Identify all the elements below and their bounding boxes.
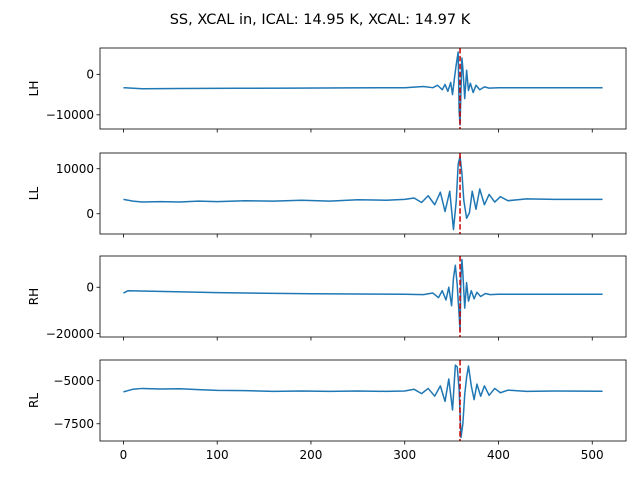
series-line-rh <box>123 258 603 332</box>
y-tick-label: 0 <box>86 207 94 221</box>
x-tick-label: 200 <box>300 448 323 462</box>
y-tick-label: −10000 <box>46 108 94 122</box>
y-tick-label: −5000 <box>53 374 94 388</box>
subplot-ll: 10000 0 LL <box>27 152 627 238</box>
x-tick-label: 0 <box>120 448 128 462</box>
axes-frame <box>99 152 627 235</box>
y-tick-label: 0 <box>86 68 94 82</box>
x-tick-label: 300 <box>393 448 416 462</box>
axes-frame <box>99 47 627 130</box>
figure-title: SS, XCAL in, ICAL: 14.95 K, XCAL: 14.97 … <box>170 12 471 28</box>
y-axis-label: LL <box>27 187 41 201</box>
subplot-lh: 0 −10000 LH <box>27 47 627 133</box>
y-axis-label: RL <box>27 393 41 408</box>
series-line-lh <box>123 51 603 126</box>
y-tick-label: 0 <box>86 281 94 295</box>
x-tick-label: 100 <box>206 448 229 462</box>
x-tick-label: 400 <box>487 448 510 462</box>
subplot-rl: −5000 −7500 RL 0 100 200 300 400 500 <box>27 359 627 462</box>
series-line-rl <box>123 364 603 439</box>
y-axis-label: LH <box>27 81 41 97</box>
y-tick-label: −20000 <box>46 327 94 341</box>
y-tick-label: 10000 <box>56 162 94 176</box>
subplot-rh: 0 −20000 RH <box>27 255 627 341</box>
axes-frame <box>99 359 627 442</box>
series-line-ll <box>123 155 603 231</box>
y-tick-label: −7500 <box>53 417 94 431</box>
axes-frame <box>99 255 627 338</box>
y-axis-label: RH <box>27 288 41 305</box>
x-tick-label: 500 <box>581 448 604 462</box>
